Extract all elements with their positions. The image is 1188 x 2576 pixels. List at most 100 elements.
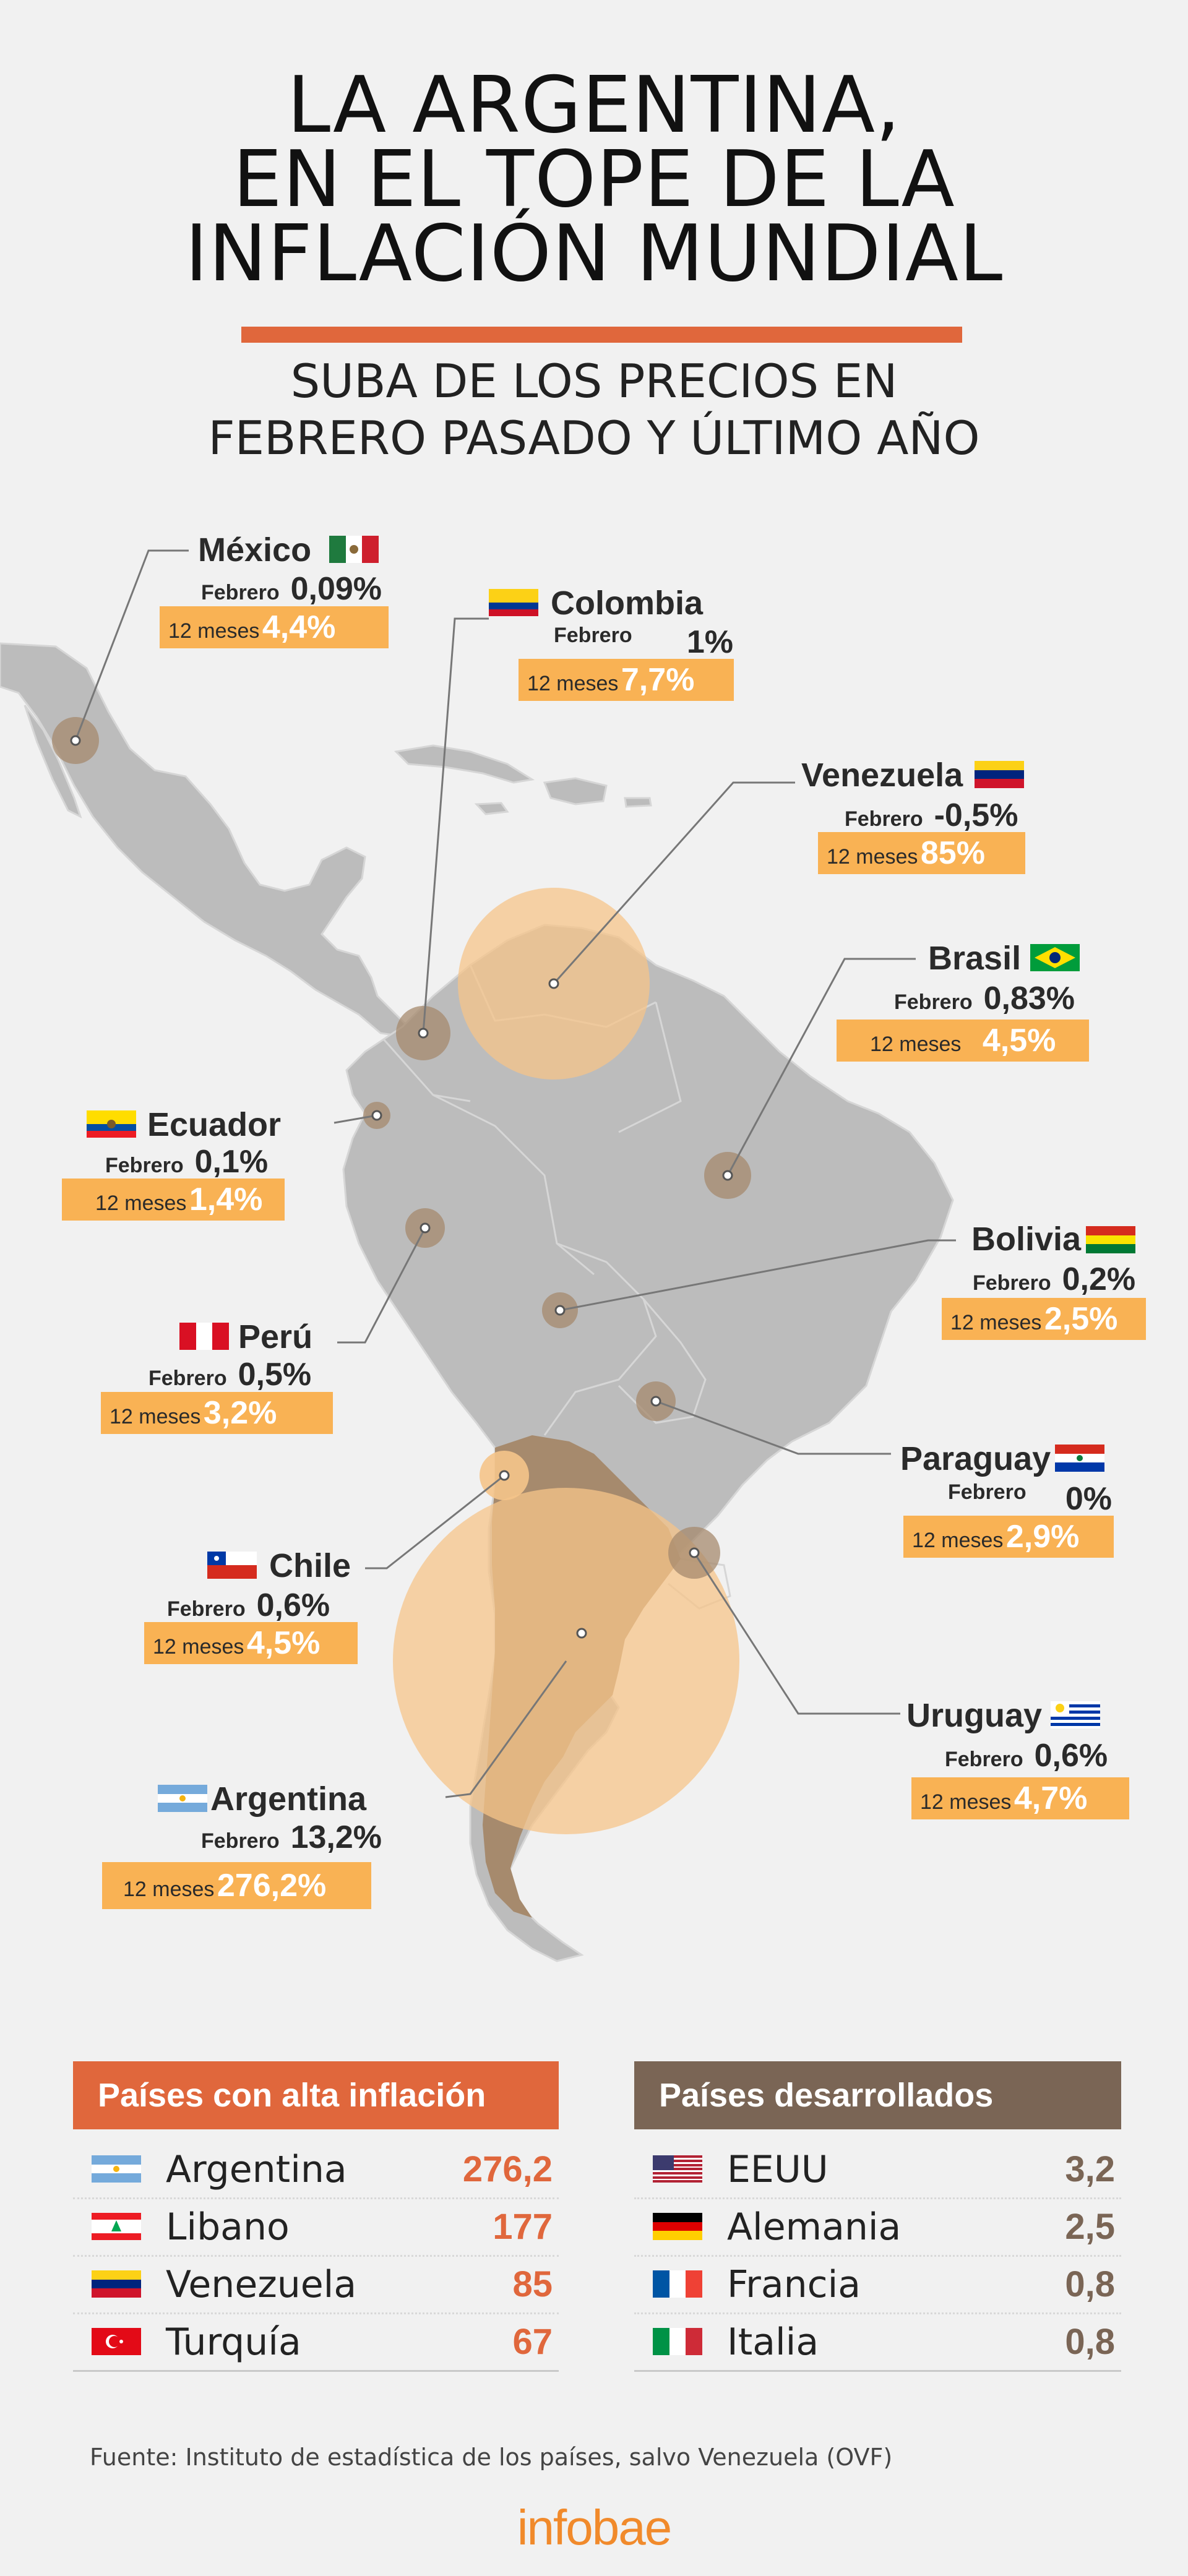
row-value: 3,2 <box>1065 2149 1115 2189</box>
table-row: Venezuela 85 <box>73 2257 559 2314</box>
usa-flag-icon <box>653 2155 702 2185</box>
table-row: EEUU 3,2 <box>634 2142 1121 2199</box>
table-developed-body: EEUU 3,2 Alemania 2,5 Francia 0,8 Italia… <box>634 2142 1121 2372</box>
row-country: Argentina <box>166 2148 347 2191</box>
feb-value-venezuela: -0,5% <box>934 797 1018 833</box>
row-value: 67 <box>512 2322 553 2362</box>
year-row-mexico: 12 meses 4,4% <box>160 606 389 648</box>
year-row-uruguay: 12 meses 4,7% <box>911 1777 1129 1819</box>
feb-value-mexico: 0,09% <box>290 571 382 607</box>
row-value: 0,8 <box>1065 2322 1115 2362</box>
twelve-months-label: 12 meses <box>920 1790 1012 1814</box>
year-value-mexico: 4,4% <box>262 609 336 645</box>
twelve-months-label: 12 meses <box>827 845 918 869</box>
country-name-ecuador: Ecuador <box>147 1106 282 1143</box>
feb-row-paraguay: Febrero 0% <box>948 1480 1112 1518</box>
table-row: Italia 0,8 <box>634 2314 1121 2372</box>
feb-row-ecuador: Febrero 0,1% <box>105 1143 268 1180</box>
year-value-chile: 4,5% <box>246 1625 321 1661</box>
row-country: Italia <box>727 2321 819 2364</box>
country-name-bolivia: Bolivia <box>971 1221 1082 1258</box>
feb-value-paraguay: 0% <box>1065 1481 1112 1517</box>
cuba-shape <box>394 744 535 784</box>
germany-flag-icon <box>653 2213 702 2243</box>
year-value-venezuela: 85% <box>920 835 985 871</box>
argentina-flag-icon <box>92 2155 141 2185</box>
lebanon-flag-icon <box>92 2213 141 2243</box>
feb-row-uruguay: Febrero 0,6% <box>945 1737 1108 1774</box>
row-country: EEUU <box>727 2148 829 2191</box>
feb-value-colombia: 1% <box>686 624 733 660</box>
feb-value-chile: 0,6% <box>256 1587 330 1623</box>
twelve-months-label: 12 meses <box>110 1405 201 1428</box>
row-country: Venezuela <box>166 2263 357 2306</box>
feb-row-peru: Febrero 0,5% <box>148 1356 311 1393</box>
twelve-months-label: 12 meses <box>912 1529 1004 1552</box>
table-high-body: Argentina 276,2 Libano 177 Venezuela 85 … <box>73 2142 559 2372</box>
feb-row-venezuela: Febrero -0,5% <box>845 797 1018 834</box>
twelve-months-label: 12 meses <box>527 672 619 695</box>
febrero-label: Febrero <box>201 1829 280 1853</box>
febrero-label: Febrero <box>973 1271 1051 1295</box>
feb-value-argentina: 13,2% <box>290 1819 382 1855</box>
feb-value-ecuador: 0,1% <box>194 1144 269 1180</box>
feb-row-bolivia: Febrero 0,2% <box>973 1261 1135 1298</box>
table-high-inflation: Países con alta inflación Argentina 276,… <box>73 2061 559 2372</box>
peru-flag-icon <box>179 1323 229 1350</box>
country-name-peru: Perú <box>238 1318 313 1355</box>
latin-america-map <box>0 549 956 1962</box>
febrero-label: Febrero <box>167 1597 246 1621</box>
mexico-flag-icon <box>329 536 379 563</box>
country-name-paraguay: Paraguay <box>900 1440 1051 1477</box>
subtitle-line-2: FEBRERO PASADO Y ÚLTIMO AÑO <box>208 411 980 465</box>
source-note: Fuente: Instituto de estadística de los … <box>90 2444 893 2471</box>
febrero-label: Febrero <box>845 807 923 831</box>
row-value: 2,5 <box>1065 2207 1115 2247</box>
twelve-months-label: 12 meses <box>123 1878 215 1901</box>
febrero-label: Febrero <box>945 1748 1023 1771</box>
twelve-months-label: 12 meses <box>950 1311 1042 1334</box>
leader-lines <box>74 549 956 1798</box>
twelve-months-label: 12 meses <box>153 1635 244 1659</box>
febrero-label: Febrero <box>554 624 632 647</box>
subtitle-line-1: SUBA DE LOS PRECIOS EN <box>290 354 898 408</box>
bolivia-flag-icon <box>1086 1226 1135 1253</box>
feb-row-brasil: Febrero 0,83% <box>894 980 1075 1017</box>
febrero-label: Febrero <box>201 581 280 604</box>
year-value-brasil: 4,5% <box>982 1023 1056 1058</box>
page-title: LA ARGENTINA, EN EL TOPE DE LA INFLACIÓN… <box>0 66 1188 293</box>
country-name-uruguay: Uruguay <box>906 1697 1043 1734</box>
country-name-colombia: Colombia <box>551 585 704 622</box>
year-value-paraguay: 2,9% <box>1005 1519 1080 1555</box>
hispaniola-shape <box>543 777 608 805</box>
title-underline <box>241 327 962 343</box>
table-row: Alemania 2,5 <box>634 2199 1121 2257</box>
country-name-brasil: Brasil <box>928 940 1022 977</box>
febrero-label: Febrero <box>148 1367 227 1390</box>
colombia-flag-icon <box>489 589 538 616</box>
year-row-chile: 12 meses 4,5% <box>144 1622 358 1664</box>
venezuela-flag-icon <box>975 761 1024 788</box>
italy-flag-icon <box>653 2328 702 2358</box>
row-country: Libano <box>166 2205 290 2249</box>
feb-value-bolivia: 0,2% <box>1062 1261 1136 1297</box>
table-row: Libano 177 <box>73 2199 559 2257</box>
year-row-venezuela: 12 meses 85% <box>818 832 1025 874</box>
year-value-colombia: 7,7% <box>621 662 695 698</box>
infobae-logo: infobae <box>517 2500 672 2555</box>
feb-row-mexico: Febrero 0,09% <box>201 570 382 608</box>
feb-row-argentina: Febrero 13,2% <box>201 1819 382 1856</box>
row-value: 177 <box>493 2207 553 2247</box>
country-name-venezuela: Venezuela <box>801 757 963 794</box>
jamaica-shape <box>474 802 509 815</box>
year-value-bolivia: 2,5% <box>1044 1301 1118 1337</box>
table-row: Turquía 67 <box>73 2314 559 2372</box>
uruguay-flag-icon <box>1051 1701 1100 1728</box>
row-value: 276,2 <box>462 2149 553 2189</box>
bubble-centers <box>70 735 733 1639</box>
year-row-peru: 12 meses 3,2% <box>101 1392 333 1434</box>
year-row-ecuador: 12 meses 1,4% <box>62 1179 285 1221</box>
feb-value-peru: 0,5% <box>238 1357 312 1393</box>
year-value-peru: 3,2% <box>203 1395 277 1431</box>
ecuador-flag-icon <box>87 1110 136 1138</box>
